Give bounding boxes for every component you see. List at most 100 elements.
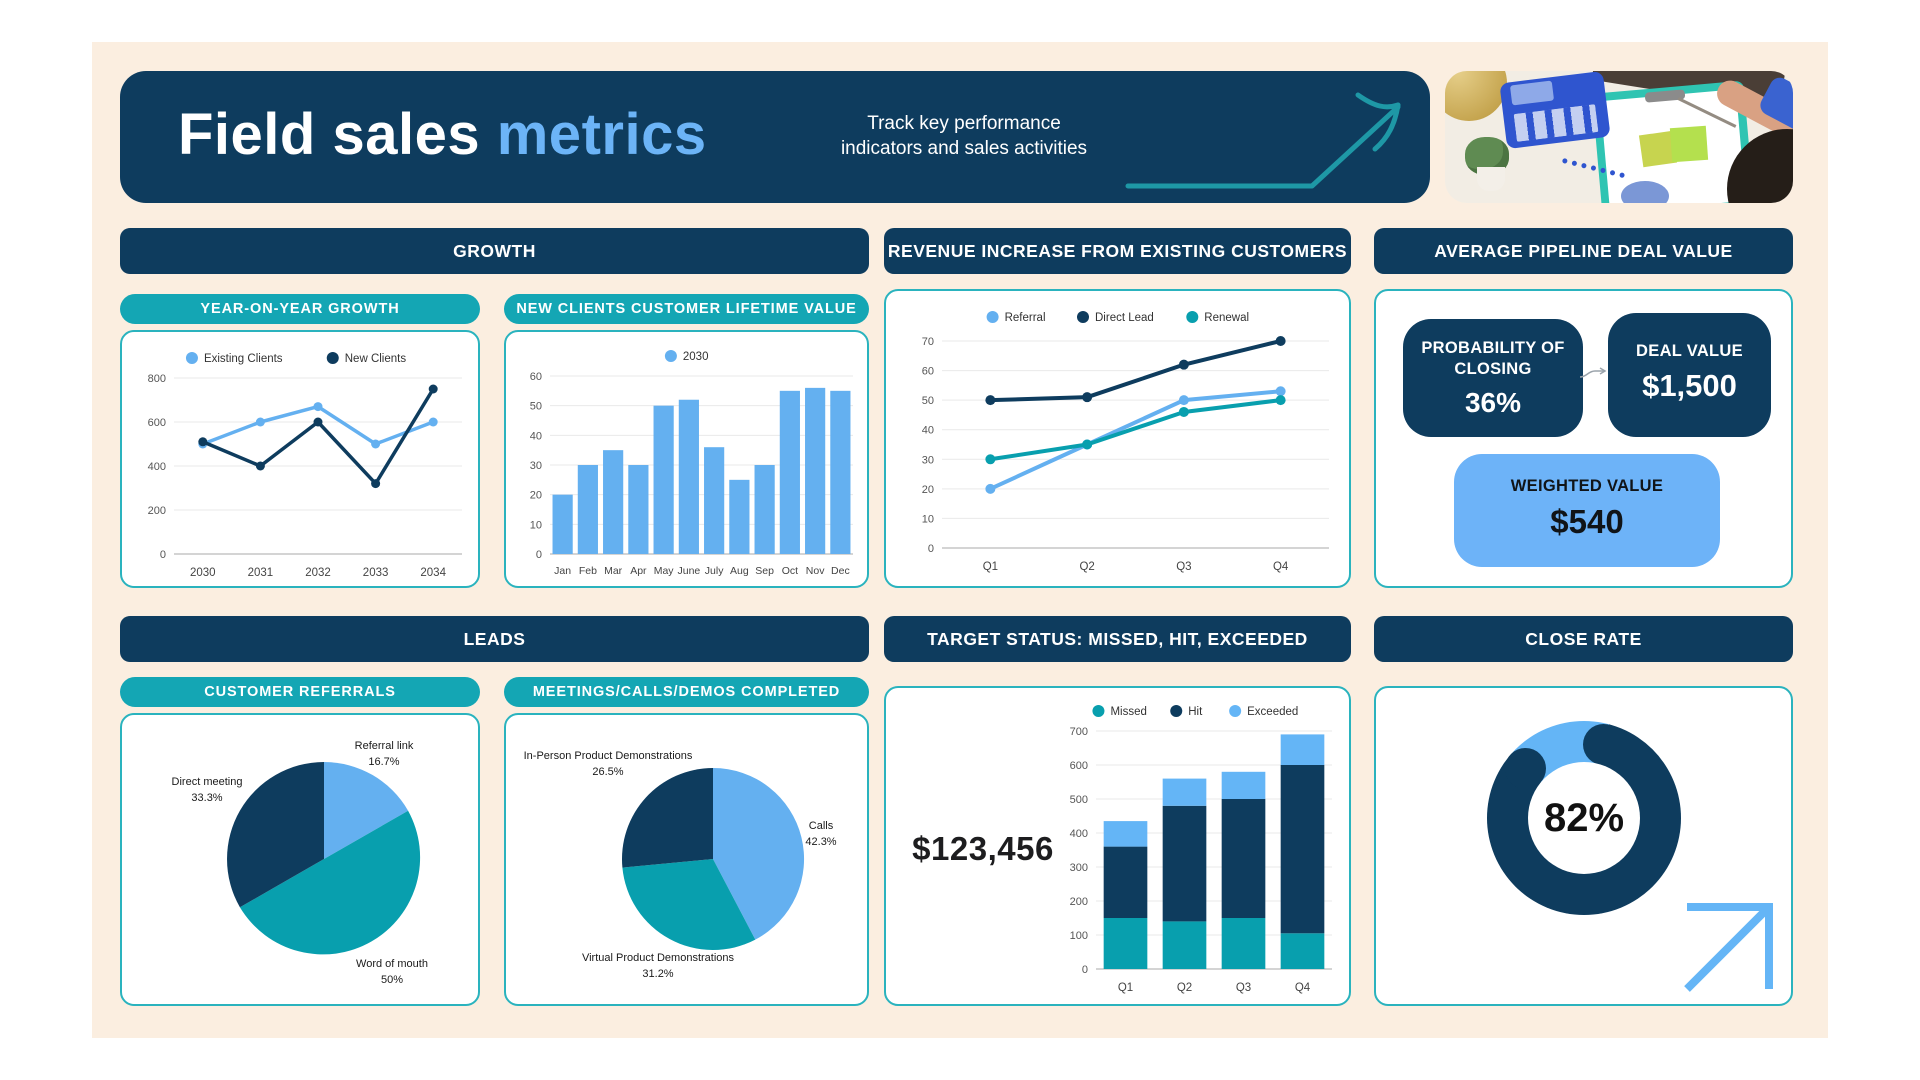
section-header-leads: LEADS bbox=[120, 616, 869, 662]
svg-text:Oct: Oct bbox=[782, 565, 798, 577]
svg-text:Exceeded: Exceeded bbox=[1247, 706, 1298, 718]
svg-text:100: 100 bbox=[1070, 930, 1088, 942]
svg-text:Nov: Nov bbox=[806, 565, 825, 577]
svg-text:Existing Clients: Existing Clients bbox=[204, 353, 283, 365]
pie-label-word-of-mouth: Word of mouth 50% bbox=[356, 958, 428, 986]
svg-text:Mar: Mar bbox=[604, 565, 623, 577]
pie-label-calls: Calls 42.3% bbox=[805, 820, 837, 848]
svg-text:0: 0 bbox=[536, 549, 542, 561]
header: Field sales metrics Track key performanc… bbox=[120, 71, 1430, 203]
close-rate-card: 82% bbox=[1374, 686, 1793, 1006]
svg-text:600: 600 bbox=[1070, 760, 1088, 772]
deal-value: $1,500 bbox=[1642, 368, 1737, 404]
svg-text:Q2: Q2 bbox=[1177, 982, 1192, 994]
revenue-line-chart: 0 10 20 30 40 50 60 70 Q1 Q2 Q3 Q4 Referral Direct Le… bbox=[922, 311, 1329, 573]
svg-text:20: 20 bbox=[922, 484, 934, 496]
trend-arrow-icon bbox=[1125, 92, 1401, 189]
svg-text:60: 60 bbox=[922, 366, 934, 378]
deal-value-box: DEAL VALUE $1,500 bbox=[1608, 313, 1771, 437]
svg-text:Direct Lead: Direct Lead bbox=[1095, 312, 1154, 324]
svg-text:0: 0 bbox=[928, 543, 934, 555]
lamp-illustration bbox=[1445, 71, 1507, 121]
svg-text:50: 50 bbox=[922, 395, 934, 407]
svg-text:2032: 2032 bbox=[305, 567, 331, 579]
close-rate-ring-hole bbox=[1528, 762, 1640, 874]
svg-text:60: 60 bbox=[530, 371, 542, 383]
svg-text:500: 500 bbox=[1070, 794, 1088, 806]
svg-text:June: June bbox=[677, 565, 700, 577]
weighted-value-label: WEIGHTED VALUE bbox=[1510, 477, 1664, 495]
close-rate-value: 82% bbox=[1543, 795, 1625, 840]
svg-text:30: 30 bbox=[530, 460, 542, 472]
svg-text:40: 40 bbox=[530, 430, 542, 442]
svg-text:600: 600 bbox=[148, 417, 166, 429]
svg-text:Q4: Q4 bbox=[1295, 982, 1311, 994]
svg-text:Q1: Q1 bbox=[983, 561, 998, 573]
plant-pot-illustration bbox=[1477, 167, 1505, 191]
svg-text:Jan: Jan bbox=[554, 565, 571, 577]
customer-referrals-card: Referral link 16.7% Direct meeting 33.3% W… bbox=[120, 713, 480, 1006]
svg-text:Q1: Q1 bbox=[1118, 982, 1133, 994]
growth-arrow-icon bbox=[1684, 903, 1773, 992]
svg-text:2034: 2034 bbox=[420, 567, 446, 579]
svg-text:Q3: Q3 bbox=[1236, 982, 1251, 994]
flow-arrow-icon bbox=[1579, 367, 1607, 378]
probability-of-closing-box: PROBABILITY OF CLOSING 36% bbox=[1403, 319, 1583, 437]
pipeline-card: PROBABILITY OF CLOSING 36% DEAL VALUE $1… bbox=[1374, 289, 1793, 588]
svg-text:Referral: Referral bbox=[1005, 312, 1046, 324]
close-rate-ring-cap bbox=[1583, 723, 1625, 765]
svg-text:2033: 2033 bbox=[363, 567, 389, 579]
yoy-growth-card: 0 200 400 600 800 2030 2031 2032 2033 2034 Existin… bbox=[120, 330, 480, 588]
svg-text:Dec: Dec bbox=[831, 565, 850, 577]
svg-text:Hit: Hit bbox=[1188, 706, 1203, 718]
svg-text:40: 40 bbox=[922, 425, 934, 437]
page-title: Field sales metrics bbox=[178, 101, 707, 168]
svg-text:300: 300 bbox=[1070, 862, 1088, 874]
svg-text:May: May bbox=[654, 565, 675, 577]
page-title-primary: Field sales bbox=[178, 102, 481, 167]
revenue-increase-card: 0 10 20 30 40 50 60 70 Q1 Q2 Q3 Q4 Referral Direct Le… bbox=[884, 289, 1351, 588]
svg-text:200: 200 bbox=[148, 505, 166, 517]
svg-text:50: 50 bbox=[530, 401, 542, 413]
card-title-meetings: MEETINGS/CALLS/DEMOS COMPLETED bbox=[504, 677, 869, 707]
svg-text:20: 20 bbox=[530, 490, 542, 502]
probability-value: 36% bbox=[1464, 386, 1522, 418]
svg-text:Aug: Aug bbox=[730, 565, 749, 577]
meetings-pie-chart bbox=[621, 768, 805, 951]
svg-text:30: 30 bbox=[922, 454, 934, 466]
svg-text:2031: 2031 bbox=[248, 567, 274, 579]
desk-photo bbox=[1445, 71, 1793, 203]
weighted-value-box: WEIGHTED VALUE $540 bbox=[1454, 454, 1720, 567]
section-header-close-rate: CLOSE RATE bbox=[1374, 616, 1793, 662]
section-header-growth: GROWTH bbox=[120, 228, 869, 274]
svg-text:400: 400 bbox=[148, 461, 166, 473]
meetings-card: In-Person Product Demonstrations 26.5% Ca… bbox=[504, 713, 869, 1006]
target-stacked-bar-chart: 0 100 200 300 400 500 600 700 Q1 Q2 Q3 Q4 Missed Hit E… bbox=[1070, 705, 1332, 994]
pie-label-in-person-demos: In-Person Product Demonstrations 26.5% bbox=[523, 750, 693, 778]
svg-text:Missed: Missed bbox=[1110, 706, 1146, 718]
target-status-card: $123,456 0 100 200 300 400 500 600 700 Q1 Q2 Q3 Q4 M… bbox=[884, 686, 1351, 1006]
card-title-referrals: CUSTOMER REFERRALS bbox=[120, 677, 480, 707]
page-subtitle: Track key performance indicators and sal… bbox=[840, 113, 1088, 160]
svg-text:New Clients: New Clients bbox=[345, 353, 407, 365]
svg-text:10: 10 bbox=[922, 513, 934, 525]
referrals-pie-chart bbox=[227, 762, 421, 955]
weighted-value: $540 bbox=[1550, 503, 1624, 541]
section-header-target: TARGET STATUS: MISSED, HIT, EXCEEDED bbox=[884, 616, 1351, 662]
svg-text:0: 0 bbox=[1082, 964, 1088, 976]
svg-text:Renewal: Renewal bbox=[1204, 312, 1249, 324]
yoy-line-chart: 0 200 400 600 800 2030 2031 2032 2033 2034 Existin… bbox=[148, 352, 462, 579]
deal-value-label: DEAL VALUE bbox=[1636, 342, 1743, 360]
svg-text:10: 10 bbox=[530, 519, 542, 531]
svg-text:2030: 2030 bbox=[683, 351, 709, 363]
svg-text:Apr: Apr bbox=[630, 565, 647, 577]
svg-text:Q4: Q4 bbox=[1273, 561, 1289, 573]
pie-label-direct-meeting: Direct meeting 33.3% bbox=[171, 776, 243, 804]
svg-text:Q2: Q2 bbox=[1079, 561, 1094, 573]
sticky-note-illustration bbox=[1669, 125, 1709, 163]
svg-text:800: 800 bbox=[148, 373, 166, 385]
svg-text:Q3: Q3 bbox=[1176, 561, 1191, 573]
probability-label: PROBABILITY OF CLOSING bbox=[1421, 339, 1565, 379]
